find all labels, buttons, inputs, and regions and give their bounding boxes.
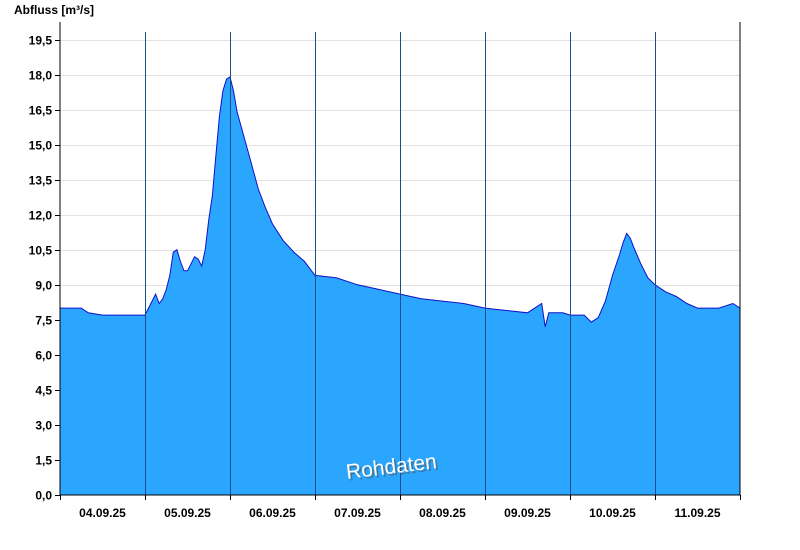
y-tick-label-4: 6,0 [35,349,52,363]
y-tick-label-10: 15,0 [29,139,53,153]
y-tick-label-1: 1,5 [35,454,52,468]
y-tick-label-5: 7,5 [35,314,52,328]
y-tick-label-0: 0,0 [35,489,52,503]
x-tick-label-6: 10.09.25 [589,506,636,520]
y-tick-label-3: 4,5 [35,384,52,398]
x-tick-label-7: 11.09.25 [674,506,720,520]
y-tick-label-9: 13,5 [29,174,53,188]
x-tick-label-3: 07.09.25 [334,506,381,520]
x-tick-label-4: 08.09.25 [419,506,466,520]
x-tick-label-2: 06.09.25 [249,506,296,520]
discharge-line [60,76,741,327]
y-tick-label-13: 19,5 [29,34,53,48]
y-ticks: 0,0 1,5 3,0 4,5 6,0 7,5 9,0 10,5 12,0 13,5 15,0 16,… [29,34,60,503]
y-tick-label-12: 18,0 [29,69,53,83]
y-tick-label-2: 3,0 [35,419,52,433]
x-tick-label-1: 05.09.25 [164,506,211,520]
x-ticks: 04.09.25 05.09.25 06.09.25 07.09.25 08.09.25… [60,495,741,520]
y-tick-label-11: 16,5 [29,104,53,118]
y-tick-label-8: 12,0 [29,209,53,223]
y-tick-label-6: 9,0 [35,279,52,293]
y-tick-label-7: 10,5 [29,244,53,258]
x-tick-label-5: 09.09.25 [504,506,551,520]
day-separators [145,32,656,495]
y-axis-label: Abfluss [m³/s] [14,3,94,17]
x-tick-label-0: 04.09.25 [79,506,126,520]
